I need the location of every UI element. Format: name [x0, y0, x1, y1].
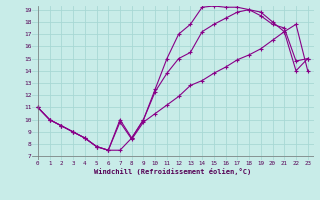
X-axis label: Windchill (Refroidissement éolien,°C): Windchill (Refroidissement éolien,°C) — [94, 168, 252, 175]
